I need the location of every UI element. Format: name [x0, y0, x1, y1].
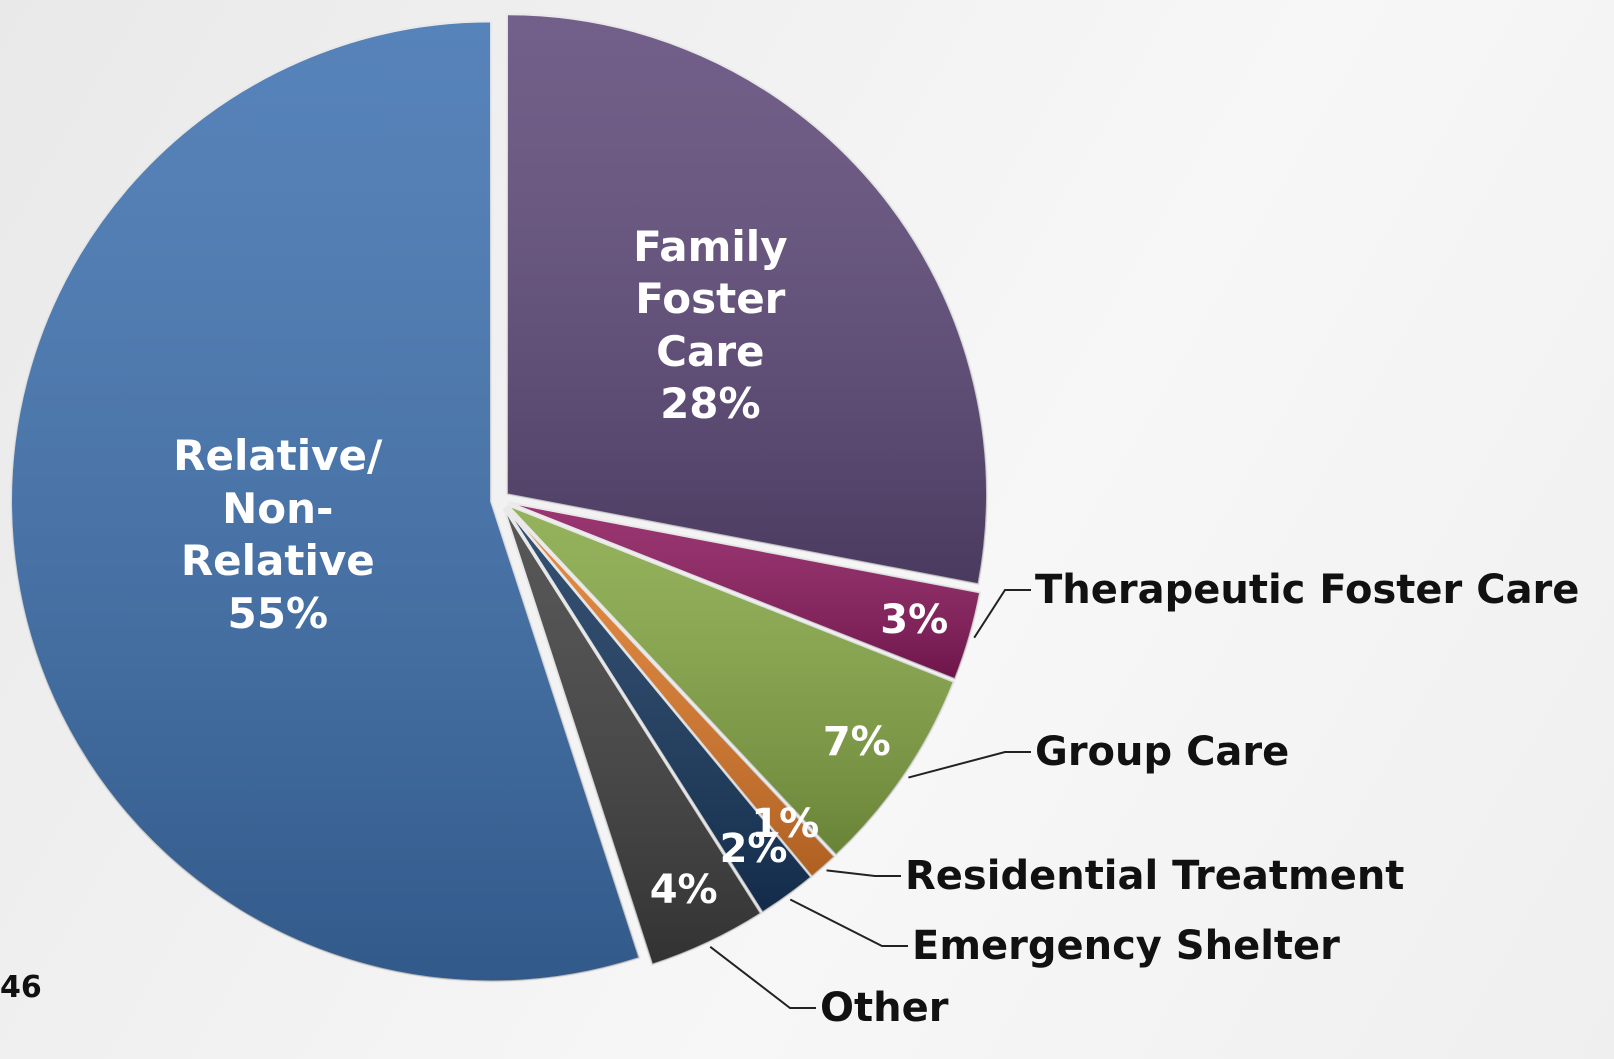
leader-line: [908, 751, 1031, 779]
slice-shade: [506, 14, 987, 585]
slice-label: Relative/ Non-Relative 55%: [128, 430, 428, 640]
value-label: 7%: [822, 719, 891, 766]
slice-shade: [503, 508, 762, 965]
leader-line: [973, 589, 1031, 639]
category-label: Therapeutic Foster Care: [1035, 567, 1580, 613]
category-label: Residential Treatment: [905, 853, 1405, 899]
leader-line: [826, 869, 901, 877]
leader-line: [789, 898, 908, 947]
value-label: 4%: [649, 867, 718, 914]
value-label: 3%: [880, 597, 949, 644]
value-label: 55%: [227, 588, 329, 638]
value-label: 1%: [751, 800, 820, 847]
category-label: Other: [820, 985, 949, 1031]
category-label: Family Foster Care: [633, 221, 788, 376]
slide-number: 46: [0, 970, 42, 1005]
slice-shade: [505, 506, 835, 877]
category-label: Relative/ Non-Relative: [173, 431, 383, 586]
category-label: Group Care: [1035, 729, 1290, 775]
slice-shade: [11, 21, 640, 982]
value-label: 2%: [719, 826, 788, 872]
slice-shade: [505, 507, 812, 913]
category-label: Emergency Shelter: [912, 923, 1340, 969]
slice-label: Family Foster Care 28%: [575, 221, 845, 431]
value-label: 28%: [660, 379, 761, 429]
slice-shade: [507, 505, 954, 855]
slice-shade: [508, 502, 981, 680]
leader-line: [709, 946, 816, 1009]
